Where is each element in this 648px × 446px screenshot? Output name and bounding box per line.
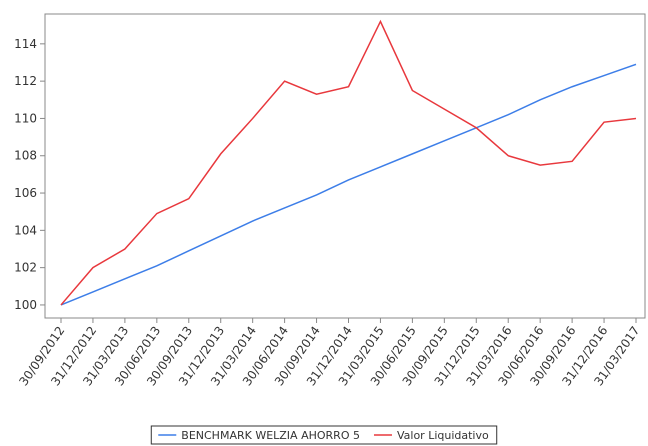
y-tick-label: 100 (14, 298, 37, 312)
legend: BENCHMARK WELZIA AHORRO 5 Valor Liquidati… (150, 425, 498, 445)
y-tick-label: 106 (14, 186, 37, 200)
y-tick-label: 104 (14, 223, 37, 237)
plot-frame (44, 13, 646, 319)
series-line (60, 63, 637, 306)
y-tick-label: 112 (14, 74, 37, 88)
y-tick-label: 108 (14, 149, 37, 163)
y-tick-label: 110 (14, 111, 37, 125)
legend-label: Valor Liquidativo (397, 429, 489, 442)
series-line (60, 19, 637, 306)
y-tick-label: 114 (14, 37, 37, 51)
y-tick-label: 102 (14, 261, 37, 275)
legend-label: BENCHMARK WELZIA AHORRO 5 (181, 429, 360, 442)
legend-box (150, 425, 498, 445)
